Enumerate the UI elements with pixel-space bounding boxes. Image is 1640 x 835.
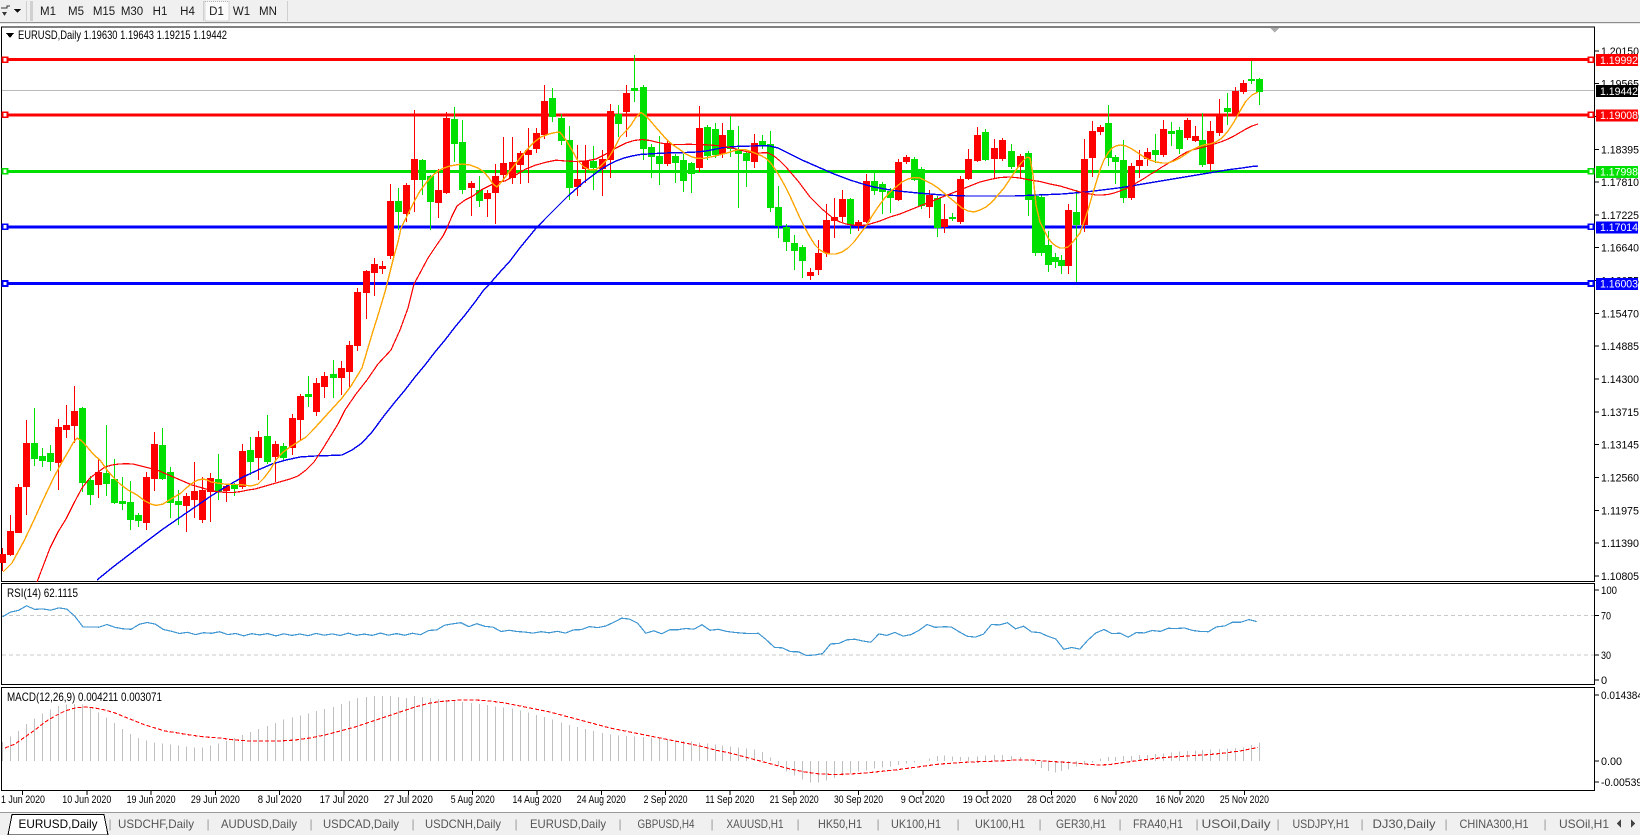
svg-text:6 Nov 2020: 6 Nov 2020 [1094,794,1138,806]
svg-text:1.14300: 1.14300 [1601,374,1639,386]
svg-text:1.17810: 1.17810 [1601,177,1639,189]
svg-text:USDCAD,Daily: USDCAD,Daily [323,817,399,831]
svg-text:EURUSD,Daily: EURUSD,Daily [530,817,606,831]
svg-text:|: | [1276,817,1279,831]
svg-text:30 Sep 2020: 30 Sep 2020 [834,794,883,806]
svg-text:1.16640: 1.16640 [1601,243,1639,255]
svg-text:11 Sep 2020: 11 Sep 2020 [705,794,754,806]
svg-text:HK50,H1: HK50,H1 [818,817,862,831]
svg-text:|: | [956,817,959,831]
svg-text:24 Aug 2020: 24 Aug 2020 [577,794,626,806]
svg-text:|: | [876,817,879,831]
svg-text:MN: MN [259,6,277,18]
svg-text:W1: W1 [233,6,250,18]
svg-text:1.14885: 1.14885 [1601,341,1639,353]
svg-text:27 Jul 2020: 27 Jul 2020 [384,794,433,806]
svg-text:8 Jul 2020: 8 Jul 2020 [258,794,302,806]
svg-text:|: | [796,817,799,831]
svg-text:AUDUSD,Daily: AUDUSD,Daily [221,817,297,831]
svg-text:0.014384: 0.014384 [1601,690,1640,702]
svg-text:XAUUSD,H1: XAUUSD,H1 [727,817,784,831]
svg-text:2 Sep 2020: 2 Sep 2020 [644,794,688,806]
svg-text:USDCHF,Daily: USDCHF,Daily [118,817,194,831]
svg-text:M1: M1 [40,6,56,18]
svg-text:1.10805: 1.10805 [1601,571,1639,583]
svg-text:GER30,H1: GER30,H1 [1056,817,1106,831]
svg-text:FRA40,H1: FRA40,H1 [1133,817,1183,831]
svg-text:RSI(14) 62.1115: RSI(14) 62.1115 [7,586,78,600]
svg-text:1.17998: 1.17998 [1600,167,1638,179]
svg-text:|: | [1444,817,1447,831]
svg-text:D1: D1 [209,6,224,18]
svg-text:|: | [1543,817,1546,831]
svg-text:1.19442: 1.19442 [1600,86,1638,98]
svg-text:|: | [206,817,209,831]
svg-text:19 Jun 2020: 19 Jun 2020 [127,794,176,806]
svg-text:UK100,H1: UK100,H1 [891,817,941,831]
svg-text:|: | [1118,817,1121,831]
svg-text:DJ30,Daily: DJ30,Daily [1373,817,1436,831]
svg-text:28 Oct 2020: 28 Oct 2020 [1027,794,1076,806]
svg-text:1.15470: 1.15470 [1601,308,1639,320]
svg-text:25 Nov 2020: 25 Nov 2020 [1220,794,1269,806]
svg-text:MACD(12,26,9) 0.004211 0.00307: MACD(12,26,9) 0.004211 0.003071 [7,690,162,704]
svg-text:|: | [514,817,517,831]
svg-text:M15: M15 [93,6,115,18]
svg-text:CHINA300,H1: CHINA300,H1 [1460,817,1529,831]
svg-text:10 Jun 2020: 10 Jun 2020 [62,794,111,806]
svg-text:H4: H4 [180,6,195,18]
svg-text:|: | [411,817,414,831]
svg-text:70: 70 [1601,611,1611,623]
svg-text:1.16003: 1.16003 [1600,279,1638,291]
svg-text:1.13145: 1.13145 [1601,440,1639,452]
svg-text:17 Jul 2020: 17 Jul 2020 [320,794,369,806]
svg-text:USDJPY,H1: USDJPY,H1 [1293,817,1350,831]
svg-text:14 Aug 2020: 14 Aug 2020 [513,794,562,806]
svg-text:1.19008: 1.19008 [1600,110,1638,122]
svg-text:|: | [1038,817,1041,831]
svg-text:100: 100 [1601,585,1617,597]
svg-text:USDCNH,Daily: USDCNH,Daily [425,817,501,831]
svg-text:EURUSD,Daily 1.19630 1.19643: EURUSD,Daily 1.19630 1.19643 1.19215 1.1… [18,28,227,42]
svg-text:|: | [1360,817,1363,831]
svg-text:1.19992: 1.19992 [1600,55,1638,67]
svg-text:|: | [618,817,621,831]
svg-text:1.12560: 1.12560 [1601,473,1639,485]
svg-text:29 Jun 2020: 29 Jun 2020 [191,794,240,806]
svg-text:16 Nov 2020: 16 Nov 2020 [1156,794,1205,806]
svg-text:1.17225: 1.17225 [1601,210,1639,222]
svg-text:21 Sep 2020: 21 Sep 2020 [770,794,819,806]
svg-text:|: | [309,817,312,831]
svg-text:0.00: 0.00 [1601,756,1622,768]
svg-text:M5: M5 [68,6,84,18]
svg-text:-0.005396: -0.005396 [1601,777,1640,789]
svg-text:EURUSD,Daily: EURUSD,Daily [19,817,98,831]
svg-text:USOil,H1: USOil,H1 [1559,817,1609,831]
svg-text:1 Jun 2020: 1 Jun 2020 [1,794,45,806]
svg-text:5 Aug 2020: 5 Aug 2020 [451,794,495,806]
svg-text:GBPUSD,H4: GBPUSD,H4 [638,817,695,831]
svg-text:0: 0 [1601,675,1607,687]
svg-text:M30: M30 [121,6,143,18]
svg-text:9 Oct 2020: 9 Oct 2020 [901,794,945,806]
svg-text:1.11390: 1.11390 [1601,538,1639,550]
svg-text:1.11975: 1.11975 [1601,505,1639,517]
svg-text:|: | [108,817,111,831]
svg-text:1.17014: 1.17014 [1600,222,1638,234]
svg-text:USOil,Daily: USOil,Daily [1202,817,1271,831]
svg-text:1.18395: 1.18395 [1601,144,1639,156]
svg-text:|: | [1195,817,1198,831]
svg-text:|: | [710,817,713,831]
svg-text:UK100,H1: UK100,H1 [975,817,1025,831]
svg-text:1.13715: 1.13715 [1601,407,1639,419]
svg-text:30: 30 [1601,650,1611,662]
svg-text:H1: H1 [153,6,168,18]
svg-text:19 Oct 2020: 19 Oct 2020 [963,794,1012,806]
